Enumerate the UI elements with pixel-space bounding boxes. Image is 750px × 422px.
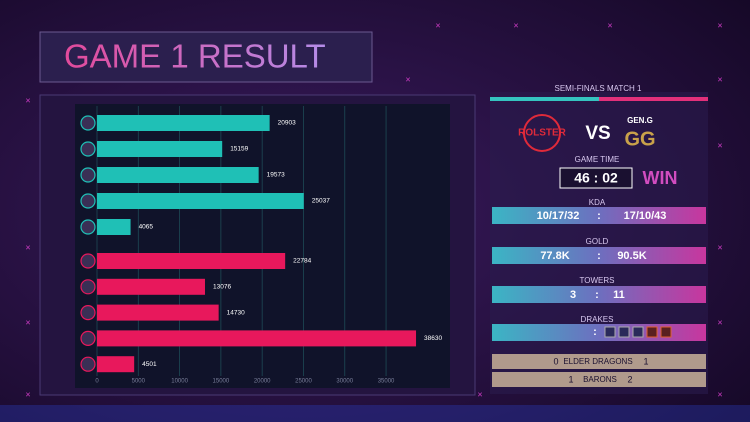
barons-right: 2 (627, 374, 632, 384)
svg-text:×: × (717, 389, 722, 399)
x-tick-label: 35000 (378, 379, 395, 385)
kda-right: 17/10/43 (624, 210, 667, 222)
champion-icon (80, 115, 96, 131)
champion-icon (80, 330, 96, 346)
bar (97, 193, 304, 209)
drakes-bar (492, 324, 706, 341)
bar (97, 167, 259, 183)
towers-left: 3 (570, 289, 576, 301)
champion-icon (80, 193, 96, 209)
champion-icon (80, 219, 96, 235)
vs: VS (585, 123, 610, 144)
x-tick-label: 15000 (213, 379, 230, 385)
svg-text:×: × (25, 389, 30, 399)
team-right: GEN.G (627, 116, 653, 125)
chart-title: GAME 1 RESULT (64, 38, 326, 75)
kda-label: KDA (589, 198, 606, 207)
kda-left: 10/17/32 (537, 210, 580, 222)
towers-right: 11 (613, 289, 625, 301)
champion-icon (80, 305, 96, 321)
svg-text:×: × (477, 389, 482, 399)
x-tick-label: 25000 (295, 379, 312, 385)
value-label: 15159 (230, 146, 248, 153)
bar (97, 330, 417, 347)
drakes-sep: : (593, 326, 597, 338)
elder-left: 0 (553, 356, 558, 366)
towers-bar (492, 286, 706, 303)
gold-right: 90.5K (617, 250, 646, 262)
x-tick-label: 0 (95, 379, 99, 385)
bar (97, 141, 223, 157)
value-label: 38630 (424, 335, 442, 342)
barons-label: BARONS (583, 375, 617, 384)
value-label: 14730 (227, 309, 245, 316)
svg-text:×: × (405, 74, 410, 84)
svg-text:×: × (607, 20, 612, 30)
barons-bar (492, 372, 706, 387)
elder-bar (492, 354, 706, 369)
value-label: 4501 (142, 361, 157, 368)
x-tick-label: 5000 (132, 379, 146, 385)
value-label: 20903 (278, 120, 296, 127)
header: SEMI-FINALS MATCH 1 (555, 84, 643, 93)
bar (97, 304, 219, 321)
svg-text:×: × (513, 20, 518, 30)
champion-icon (80, 167, 96, 183)
barons-left: 1 (568, 374, 573, 384)
header-bar-right (599, 97, 708, 101)
kda-bar (492, 207, 706, 224)
bar (97, 115, 270, 131)
gold-sep: : (597, 250, 601, 262)
champion-icon (80, 253, 96, 269)
drakes-label: DRAKES (581, 315, 614, 324)
elder-label: ELDER DRAGONS (563, 357, 632, 366)
bar (97, 219, 131, 235)
game-time: 46 : 02 (574, 170, 618, 186)
header-bar-left (490, 97, 599, 101)
x-tick-label: 20000 (254, 379, 271, 385)
x-tick-label: 10000 (171, 379, 188, 385)
towers-label: TOWERS (580, 276, 615, 285)
value-label: 13076 (213, 284, 231, 291)
decor: × × × × × × × × × × × × × × × (25, 20, 722, 399)
value-label: 19573 (267, 172, 285, 179)
bar (97, 278, 205, 295)
result: WIN (643, 168, 678, 188)
kda-sep: : (597, 210, 601, 222)
svg-text:×: × (25, 95, 30, 105)
svg-text:×: × (435, 20, 440, 30)
svg-text:×: × (717, 20, 722, 30)
team-logo-left (523, 114, 561, 152)
svg-text:×: × (717, 317, 722, 327)
gold-label: GOLD (586, 237, 609, 246)
value-label: 4065 (139, 224, 154, 231)
bar (97, 253, 286, 269)
title-box (39, 31, 373, 83)
svg-text:×: × (25, 242, 30, 252)
x-tick-label: 30000 (336, 379, 353, 385)
svg-text:×: × (25, 317, 30, 327)
gold-bar (492, 247, 706, 264)
value-label: 22784 (293, 258, 311, 265)
champion-icon (80, 356, 96, 372)
team-left: ROLSTER (518, 128, 567, 139)
team-logo-right: GG (624, 128, 655, 150)
champion-icon (80, 279, 96, 295)
drake-icons (604, 326, 672, 338)
elder-right: 1 (643, 356, 648, 366)
value-label: 25037 (312, 198, 330, 205)
bar (97, 356, 135, 373)
game-time-label: GAME TIME (575, 155, 620, 164)
game-time-box (559, 167, 633, 189)
svg-text:×: × (717, 140, 722, 150)
gold-left: 77.8K (540, 250, 569, 262)
svg-text:×: × (717, 242, 722, 252)
glow (0, 405, 750, 422)
towers-sep: : (595, 289, 599, 301)
champion-icon (80, 141, 96, 157)
svg-text:×: × (717, 74, 722, 84)
